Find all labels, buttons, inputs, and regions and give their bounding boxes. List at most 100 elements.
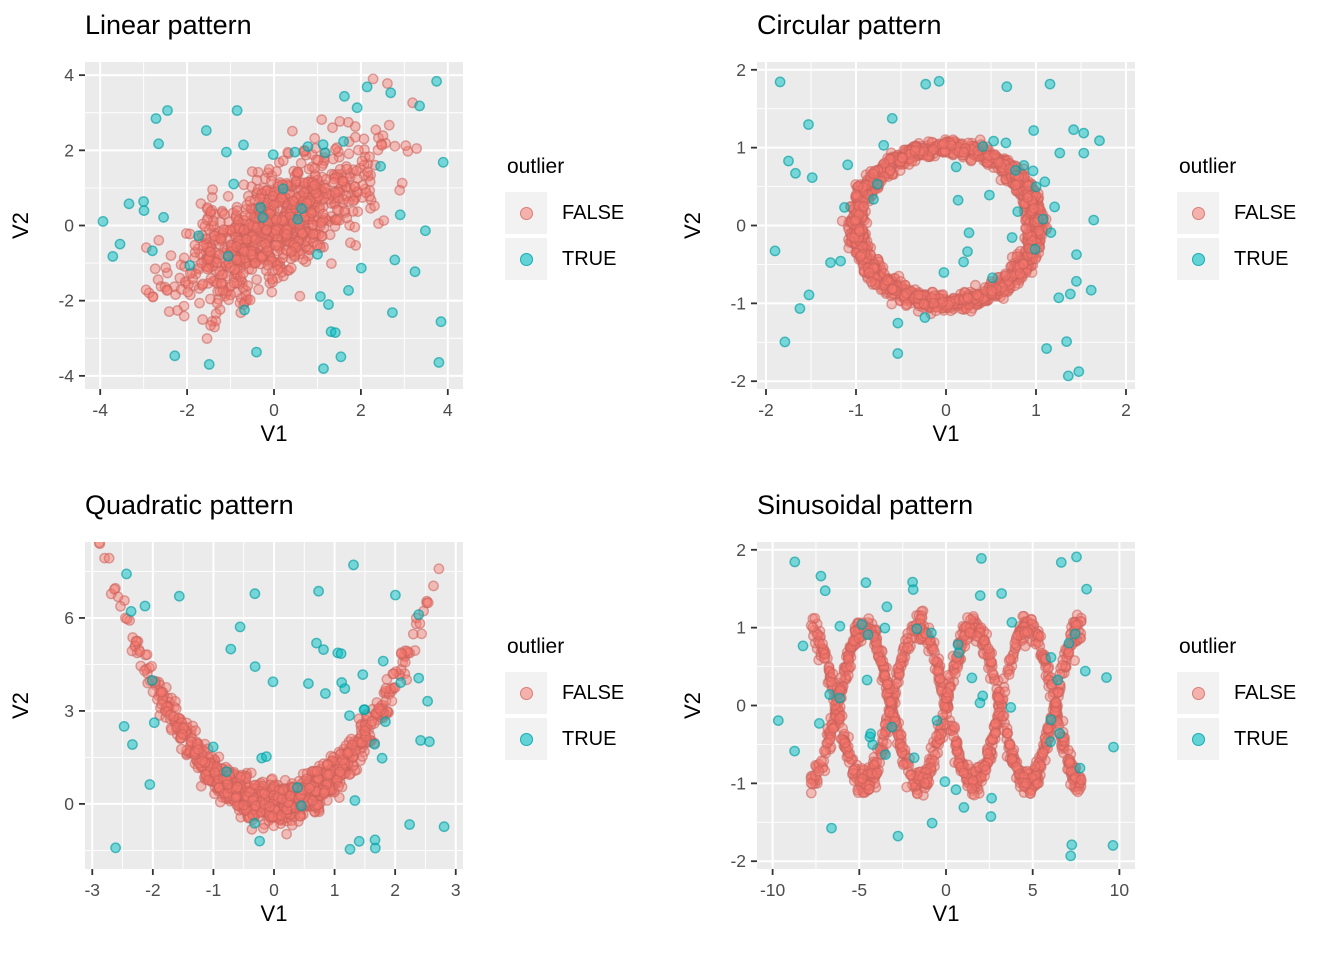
x-tick-label: -2: [179, 400, 195, 420]
false-point-icon: [519, 686, 533, 700]
data-point: [267, 676, 279, 688]
data-point: [868, 168, 879, 180]
data-point: [884, 153, 896, 165]
data-point: [301, 773, 312, 785]
data-point: [182, 286, 194, 298]
data-point: [231, 241, 242, 253]
data-point: [349, 181, 361, 193]
data-point: [373, 702, 385, 714]
data-point: [140, 284, 152, 296]
data-point: [152, 274, 164, 286]
data-point: [307, 228, 319, 240]
data-point: [138, 205, 150, 217]
data-point: [138, 196, 150, 207]
data-point: [415, 734, 426, 746]
data-point: [331, 214, 343, 226]
data-point: [177, 728, 189, 740]
data-point: [259, 788, 270, 799]
data-point: [344, 237, 356, 249]
x-tick-label: 1: [330, 880, 340, 900]
data-point: [286, 819, 298, 831]
data-point: [205, 272, 217, 284]
data-point: [267, 149, 279, 161]
data-point: [335, 351, 347, 363]
data-point: [316, 114, 328, 126]
data-point: [296, 203, 308, 215]
data-point: [277, 183, 289, 195]
data-point: [335, 648, 347, 660]
data-point: [369, 738, 380, 750]
points-false: [140, 73, 422, 344]
data-point: [395, 677, 407, 689]
data-point: [1027, 165, 1039, 177]
data-point: [849, 215, 861, 227]
legend-key: [505, 238, 547, 280]
data-point: [986, 285, 998, 297]
data-point: [168, 711, 180, 723]
data-point: [107, 250, 119, 262]
data-point: [413, 672, 425, 684]
data-point: [298, 187, 310, 199]
plot-circular: -2 -1 0 1 2 -2 -1 0 1 2 Circular pattern V1 V2 ou…: [672, 0, 1344, 480]
x-axis-label: V1: [260, 421, 288, 446]
legend-key: [505, 672, 547, 714]
data-point: [134, 646, 146, 658]
data-point: [172, 304, 183, 316]
data-point: [926, 292, 938, 303]
data-point: [158, 211, 170, 223]
data-point: [887, 283, 899, 295]
data-point: [1068, 124, 1079, 136]
data-point: [261, 245, 273, 257]
data-point: [218, 224, 230, 236]
x-axis-label: V1: [260, 901, 288, 926]
data-point: [1029, 243, 1041, 255]
data-point: [204, 246, 216, 258]
data-point: [977, 141, 989, 152]
data-point: [348, 559, 359, 571]
data-point: [322, 759, 333, 771]
data-point: [149, 263, 161, 275]
legend-entry-true: TRUE: [505, 238, 624, 280]
data-point: [416, 628, 427, 640]
data-point: [1088, 214, 1100, 226]
data-point: [239, 304, 250, 316]
data-point: [242, 280, 254, 291]
plot-title: Quadratic pattern: [85, 490, 294, 520]
data-point: [376, 752, 388, 764]
data-point: [937, 296, 949, 308]
data-point: [263, 163, 275, 175]
data-point: [852, 180, 864, 192]
data-point: [342, 116, 354, 128]
data-point: [360, 187, 372, 198]
x-tick-label: -1: [206, 880, 222, 900]
data-point: [313, 585, 324, 597]
data-point: [381, 78, 393, 89]
data-point: [1037, 213, 1049, 225]
data-point: [272, 264, 284, 276]
y-tick-label: 2: [736, 60, 746, 80]
x-tick-label: -1: [848, 400, 864, 420]
data-point: [414, 100, 425, 112]
data-point: [237, 799, 249, 811]
data-point: [414, 618, 426, 629]
data-point: [419, 225, 431, 237]
data-point: [221, 779, 233, 790]
legend: outlier FALSE TRUE: [1177, 155, 1296, 284]
data-point: [150, 113, 162, 124]
plot-title: Circular pattern: [757, 10, 942, 40]
data-point: [175, 743, 187, 755]
data-point: [123, 198, 135, 210]
data-point: [988, 135, 999, 147]
data-point: [147, 291, 159, 303]
x-tick-label: 3: [451, 880, 461, 900]
legend-entry-false: FALSE: [505, 192, 624, 234]
data-point: [307, 795, 318, 807]
data-point: [297, 227, 308, 239]
y-axis-label: V2: [8, 212, 33, 239]
data-point: [126, 739, 138, 750]
data-point: [394, 209, 406, 221]
data-point: [394, 184, 406, 196]
